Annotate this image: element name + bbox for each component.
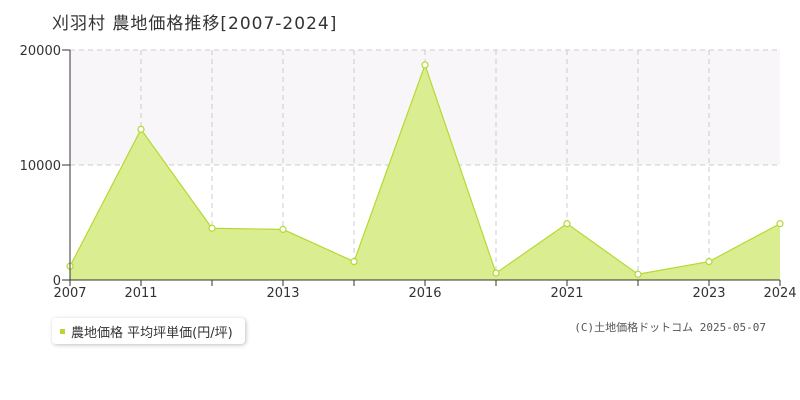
data-point (563, 220, 571, 228)
legend-label: 農地価格 平均坪単価(円/坪) (71, 325, 233, 341)
data-point (208, 224, 216, 232)
x-tick-label: 2007 (53, 286, 86, 301)
area-fill (70, 64, 780, 280)
axes (62, 49, 781, 286)
copyright: (C)土地価格ドットコム 2025-05-07 (574, 321, 766, 334)
x-tick-label: 2023 (692, 286, 725, 301)
data-point (421, 61, 429, 69)
data-point (137, 125, 145, 133)
data-point (279, 225, 287, 233)
data-point (350, 258, 358, 266)
y-tick-label: 0 (53, 274, 61, 289)
x-tick-label: 2024 (763, 286, 796, 301)
y-tick-label: 10000 (20, 159, 61, 174)
x-tick-label: 2011 (124, 286, 157, 301)
tick-labels: 0 10000 20000 2007 2011 2013 2016 2021 2023 2024 (20, 44, 797, 301)
legend-swatch (60, 328, 65, 334)
chart-title: 刈羽村 農地価格推移[2007-2024] (52, 14, 338, 34)
data-point (705, 258, 713, 266)
y-tick-label: 20000 (20, 44, 61, 59)
legend: 農地価格 平均坪単価(円/坪) (52, 318, 245, 344)
data-point (492, 269, 500, 277)
x-tick-label: 2016 (408, 286, 441, 301)
x-tick-label: 2021 (550, 286, 583, 301)
data-point (776, 220, 784, 228)
data-point (634, 270, 642, 278)
x-tick-label: 2013 (266, 286, 299, 301)
